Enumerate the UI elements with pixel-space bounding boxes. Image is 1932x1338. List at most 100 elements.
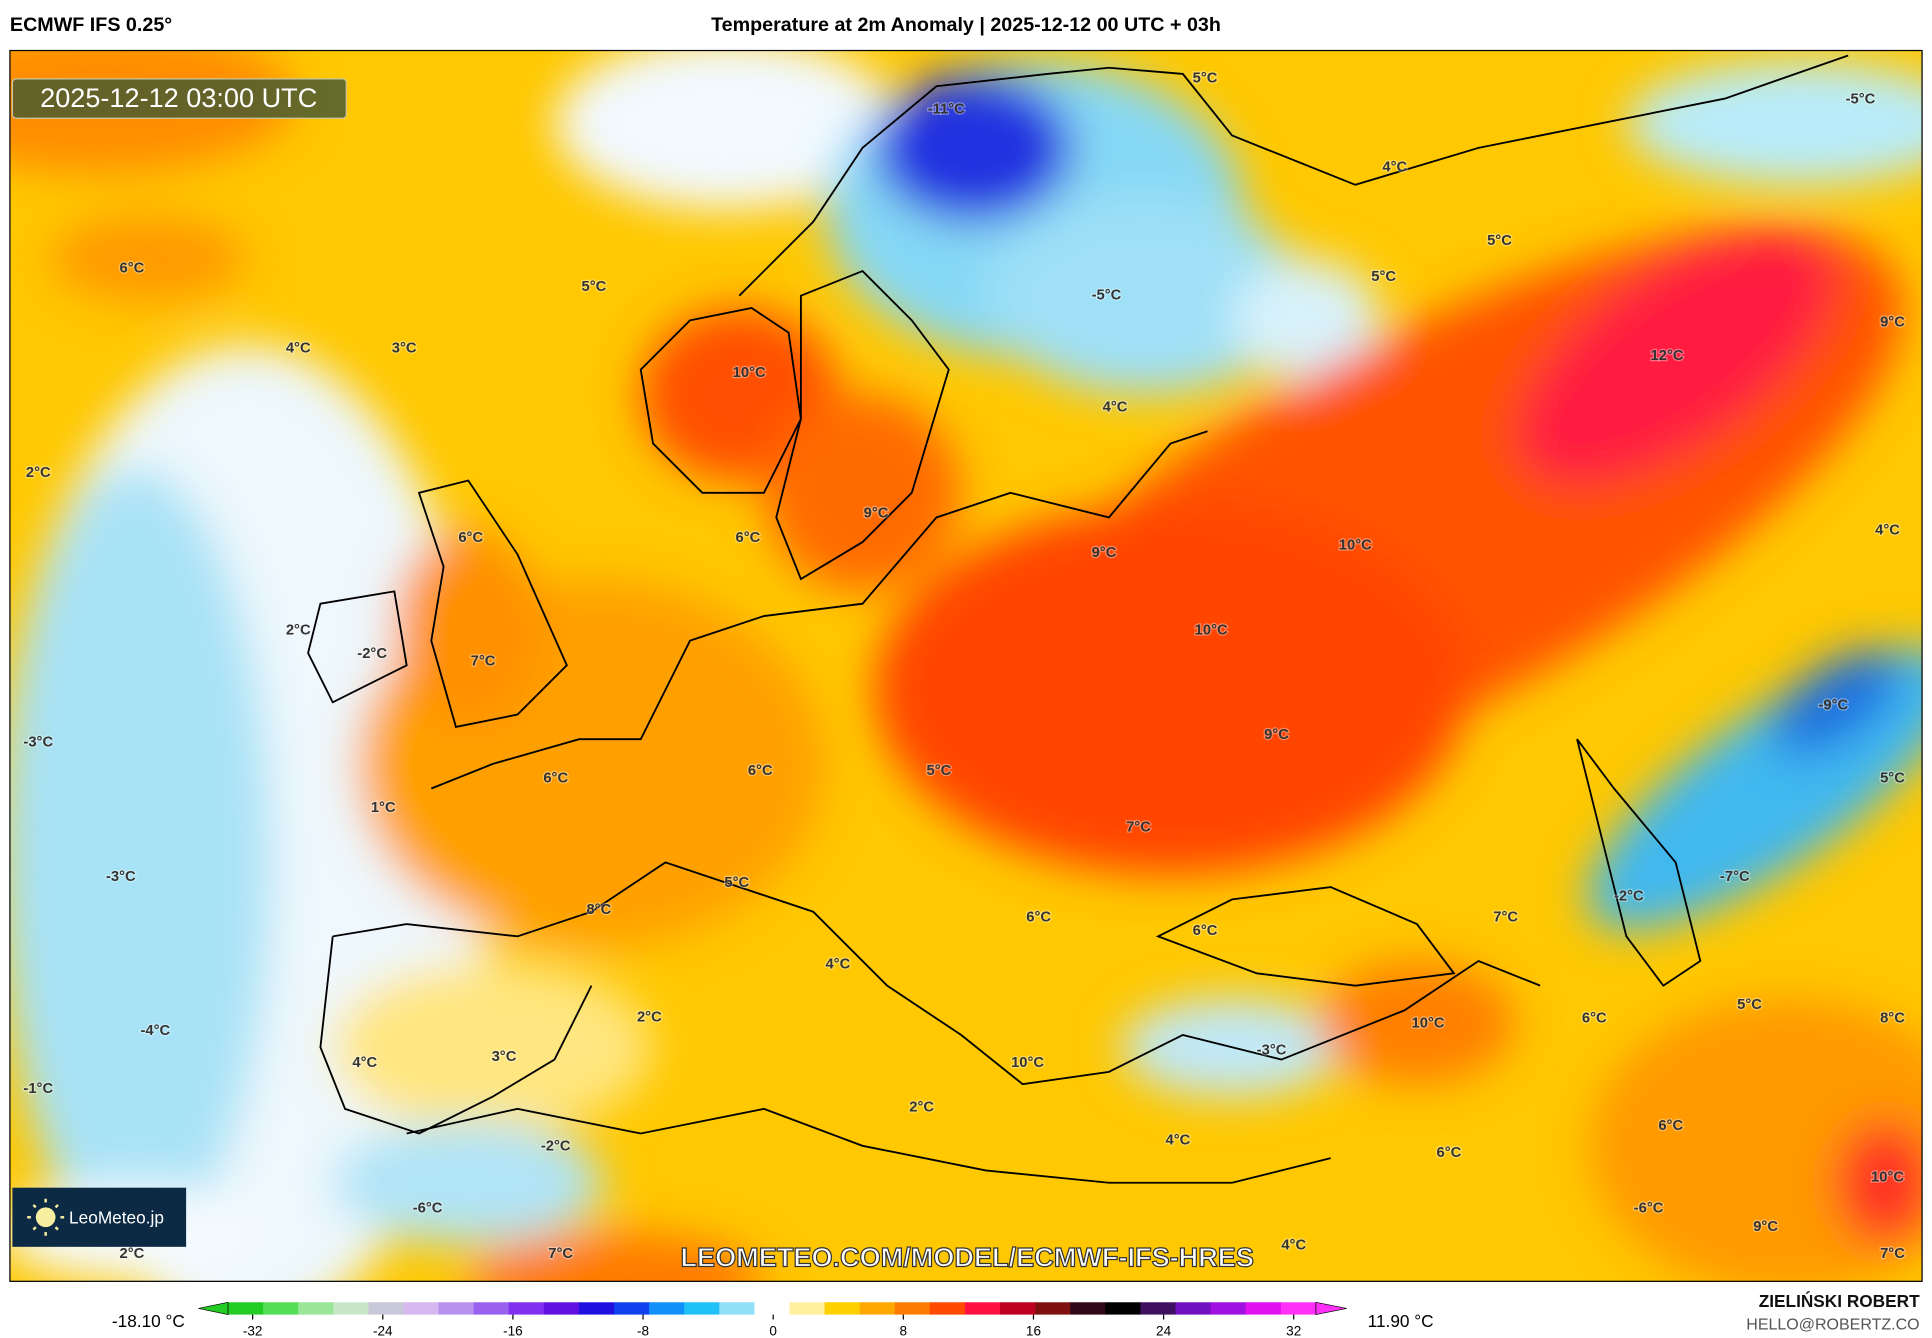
temperature-label: 2°C xyxy=(26,465,51,481)
temperature-label: -2°C xyxy=(357,646,387,662)
watermark-url: LEOMETEO.COM/MODEL/ECMWF-IFS-HRES xyxy=(680,1242,1253,1273)
colorbar-swatch xyxy=(754,1302,791,1315)
temperature-label: 3°C xyxy=(392,340,417,356)
temperature-label: 2°C xyxy=(909,1099,934,1115)
colorbar-swatch xyxy=(859,1302,896,1315)
temperature-label: 6°C xyxy=(1582,1011,1607,1027)
temperature-label: 4°C xyxy=(825,956,850,972)
colorbar-swatch xyxy=(403,1302,440,1315)
temperature-label: -6°C xyxy=(413,1200,443,1216)
temperature-label: 5°C xyxy=(1371,269,1396,285)
temperature-label: 5°C xyxy=(1193,71,1218,87)
colorbar-swatch xyxy=(438,1302,475,1315)
colorbar-swatch xyxy=(649,1302,685,1315)
temperature-label: 7°C xyxy=(1126,820,1151,836)
temperature-label: -4°C xyxy=(140,1023,170,1039)
temperature-label: 6°C xyxy=(736,530,761,546)
temperature-label: -3°C xyxy=(106,869,136,885)
temperature-label: 5°C xyxy=(724,875,749,891)
colorbar-swatch xyxy=(1105,1302,1142,1315)
temperature-label: 6°C xyxy=(1026,910,1051,926)
temperature-label: 7°C xyxy=(1493,910,1518,926)
colorbar-swatch xyxy=(508,1302,545,1315)
temperature-label: 10°C xyxy=(1195,623,1228,639)
temperature-label: 1°C xyxy=(371,800,396,816)
colorbar-extend-min xyxy=(198,1301,229,1316)
temperature-label: 6°C xyxy=(543,770,568,786)
temperature-label: 4°C xyxy=(286,340,311,356)
temperature-label: 5°C xyxy=(927,763,952,779)
temperature-label: 2°C xyxy=(637,1009,662,1025)
temperature-label: 2°C xyxy=(286,623,311,639)
temperature-label: 5°C xyxy=(1487,233,1512,249)
temperature-label: 8°C xyxy=(1880,1011,1905,1027)
colorbar-swatch xyxy=(228,1302,264,1315)
colorbar-tick-label: 32 xyxy=(1286,1324,1301,1338)
colorbar-swatch xyxy=(578,1302,615,1315)
temperature-label: 5°C xyxy=(1737,997,1762,1013)
temperature-label: 4°C xyxy=(1103,400,1128,416)
colorbar-swatch xyxy=(368,1302,405,1315)
temperature-label: 6°C xyxy=(748,763,773,779)
sun-icon xyxy=(35,1207,56,1228)
temperature-label: 7°C xyxy=(548,1246,573,1262)
colorbar-swatch xyxy=(1070,1302,1106,1315)
temperature-label: 6°C xyxy=(120,260,145,276)
min-value-label: -18.10 °C xyxy=(112,1311,185,1331)
temperature-label: -7°C xyxy=(1720,869,1750,885)
temperature-label: -3°C xyxy=(1257,1043,1287,1059)
temperature-label: -11°C xyxy=(928,101,965,117)
colorbar-swatch xyxy=(333,1302,369,1315)
temperature-label: -1°C xyxy=(23,1081,53,1097)
chart-title: Temperature at 2m Anomaly | 2025-12-12 0… xyxy=(711,14,1221,36)
colorbar-swatch xyxy=(1035,1302,1071,1315)
temperature-label: -3°C xyxy=(23,735,53,751)
colorbar-tick-label: -32 xyxy=(243,1324,263,1338)
logo-text: LeoMeteo.jp xyxy=(69,1207,164,1227)
temperature-label: -6°C xyxy=(1634,1200,1664,1216)
temperature-label: 6°C xyxy=(1437,1145,1462,1161)
temperature-label: -9°C xyxy=(1819,698,1849,714)
author-email[interactable]: HELLO@ROBERTZ.CO xyxy=(1746,1316,1919,1333)
temperature-label: 6°C xyxy=(1658,1118,1683,1134)
colorbar-extend-max xyxy=(1315,1301,1347,1316)
colorbar-swatch xyxy=(1000,1302,1036,1315)
temperature-label: 4°C xyxy=(1382,159,1407,175)
valid-time-badge: 2025-12-12 03:00 UTC xyxy=(11,78,347,119)
colorbar-swatch xyxy=(473,1302,510,1315)
colorbar-tick-label: -16 xyxy=(503,1324,523,1338)
colorbar-tick-label: -8 xyxy=(637,1324,649,1338)
temperature-label: 10°C xyxy=(1011,1055,1044,1071)
map-frame xyxy=(9,49,1923,1282)
colorbar-tick-label: 0 xyxy=(769,1324,777,1338)
colorbar-swatch xyxy=(684,1302,720,1315)
temperature-label: 9°C xyxy=(864,505,889,521)
temperature-label: 9°C xyxy=(1880,314,1905,330)
colorbar-swatch xyxy=(719,1302,756,1315)
temperature-label: 4°C xyxy=(352,1055,377,1071)
colorbar-swatch xyxy=(824,1302,861,1315)
model-name: ECMWF IFS 0.25° xyxy=(10,14,172,36)
colorbar-swatch xyxy=(263,1302,299,1315)
temperature-label: 2°C xyxy=(120,1246,145,1262)
anomaly-map[interactable]: -11°C 5°C -5°C 4°C 6°C 5°C 5°C 5°C -5°C 4°C 3°C 10°… xyxy=(0,25,1932,1331)
colorbar-tick-label: 8 xyxy=(900,1324,908,1338)
temperature-label: 5°C xyxy=(582,279,607,295)
leometeo-logo[interactable]: LeoMeteo.jp xyxy=(12,1187,187,1247)
colorbar-swatch xyxy=(789,1302,826,1315)
colorbar-swatch xyxy=(1140,1302,1177,1315)
colorbar-swatch xyxy=(929,1302,966,1315)
colorbar: -32 -24 -16 -8 0 8 16 24 32 xyxy=(198,1301,1347,1338)
temperature-label: -5°C xyxy=(1092,287,1122,303)
temperature-label: 4°C xyxy=(1281,1237,1306,1253)
colorbar-tick-label: 16 xyxy=(1026,1324,1041,1338)
temperature-label: 9°C xyxy=(1753,1219,1778,1235)
colorbar-swatch xyxy=(543,1302,580,1315)
temperature-label: 3°C xyxy=(492,1049,517,1065)
colorbar-swatch xyxy=(1280,1302,1317,1315)
colorbar-swatch xyxy=(964,1302,1001,1315)
temperature-label: 10°C xyxy=(1871,1170,1904,1186)
colorbar-swatch xyxy=(894,1302,931,1315)
colorbar-swatch xyxy=(298,1302,334,1315)
